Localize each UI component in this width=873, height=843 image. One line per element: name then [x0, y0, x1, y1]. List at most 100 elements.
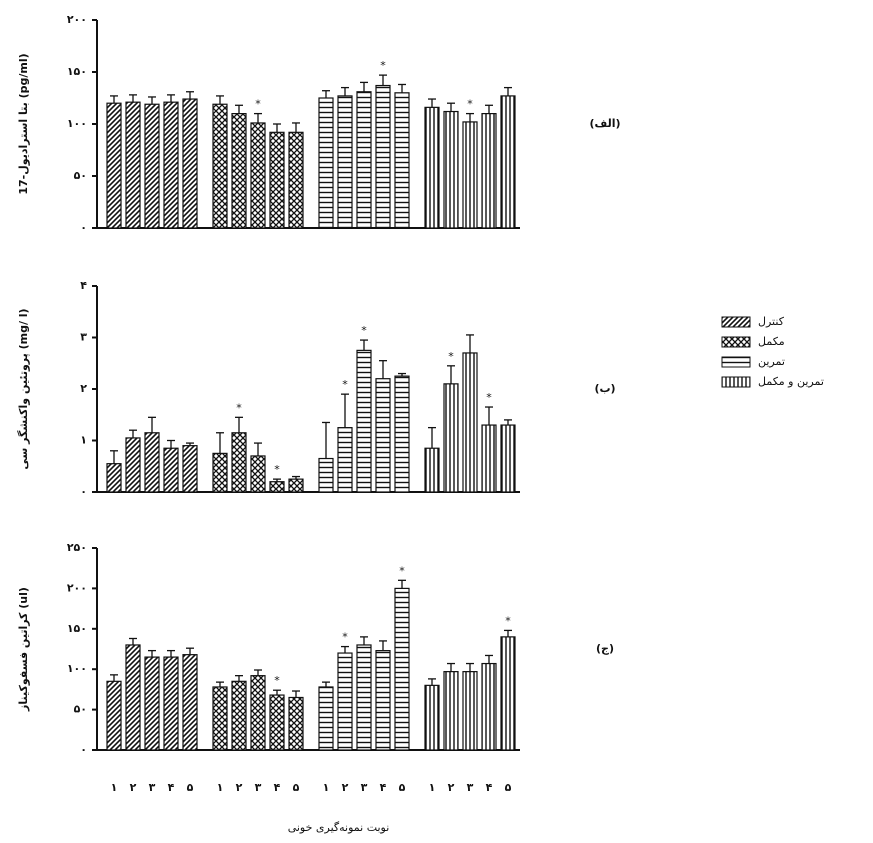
bar — [395, 376, 409, 492]
y-tick-label: ۱ — [80, 434, 87, 447]
x-tick-label: ۳ — [467, 781, 474, 794]
y-tick-label: ۱۵۰ — [67, 65, 87, 78]
bar — [482, 114, 496, 228]
bar — [145, 433, 159, 492]
x-tick-label: ۲ — [236, 781, 243, 794]
bar — [270, 482, 284, 492]
bar — [444, 112, 458, 228]
y-tick-label: ۵۰ — [74, 169, 87, 182]
legend-label: کنترل — [758, 315, 785, 328]
legend-swatch — [722, 377, 750, 387]
x-tick-label: ۳ — [255, 781, 262, 794]
bar — [251, 456, 265, 492]
legend-label: تمرین و مکمل — [758, 375, 824, 388]
bar — [183, 446, 197, 492]
x-tick-label: ۳ — [361, 781, 368, 794]
bar — [357, 350, 371, 492]
significance-star: * — [342, 631, 348, 644]
significance-star: * — [505, 614, 511, 627]
significance-star: * — [361, 324, 367, 337]
x-tick-label: ۲ — [130, 781, 137, 794]
bar — [501, 637, 515, 750]
panel-label: (الف) — [589, 117, 620, 130]
panel-label: (ج) — [596, 642, 614, 656]
bar — [376, 379, 390, 492]
x-tick-label: ۱ — [111, 781, 118, 794]
x-tick-label: ۲ — [448, 781, 455, 794]
legend-label: مکمل — [758, 335, 785, 348]
significance-star: * — [274, 674, 280, 687]
bar — [289, 697, 303, 750]
bar — [319, 459, 333, 492]
significance-star: * — [448, 350, 454, 363]
significance-star: * — [467, 98, 473, 111]
bar — [501, 425, 515, 492]
x-tick-label: ۵ — [399, 781, 406, 794]
figure: ۰۵۰۱۰۰۱۵۰۲۰۰17-بتا استرادیول (pg/ml)(الف… — [0, 0, 873, 843]
significance-star: * — [342, 378, 348, 391]
bar — [251, 123, 265, 228]
bar — [126, 645, 140, 750]
bar — [425, 107, 439, 228]
y-tick-label: ۲۵۰ — [67, 541, 87, 554]
bar — [444, 672, 458, 750]
y-tick-label: ۲۰۰ — [67, 13, 87, 26]
legend-swatch — [722, 357, 750, 367]
bar — [395, 93, 409, 228]
bar — [164, 102, 178, 228]
significance-star: * — [255, 98, 261, 111]
bar — [164, 448, 178, 492]
significance-star: * — [380, 59, 386, 72]
bar — [213, 453, 227, 492]
y-tick-label: ۰ — [80, 221, 87, 234]
bar — [319, 687, 333, 750]
x-tick-label: ۱ — [323, 781, 330, 794]
bar — [232, 681, 246, 750]
y-axis-label: کراتین فسفوکیناز (ul) — [17, 587, 30, 712]
bar — [463, 672, 477, 750]
x-tick-label: ۴ — [274, 781, 281, 794]
significance-star: * — [399, 564, 405, 577]
bar — [376, 651, 390, 750]
bar — [338, 653, 352, 750]
legend-swatch — [722, 317, 750, 327]
bar — [463, 353, 477, 492]
bar — [319, 98, 333, 228]
bar — [251, 676, 265, 750]
bar — [270, 695, 284, 750]
bar — [270, 132, 284, 228]
x-tick-label: ۴ — [486, 781, 493, 794]
bar — [482, 425, 496, 492]
bar — [232, 114, 246, 228]
y-tick-label: ۵۰ — [74, 703, 87, 716]
bar — [463, 122, 477, 228]
y-axis-label: پروتئین واکنشگر سی (mg/ l) — [17, 308, 30, 469]
bar — [107, 103, 121, 228]
x-axis-label: نوبت نمونه‌گیری خونی — [288, 821, 390, 834]
bar — [289, 479, 303, 492]
bar — [232, 433, 246, 492]
significance-star: * — [236, 401, 242, 414]
bar — [107, 464, 121, 492]
significance-star: * — [274, 463, 280, 476]
bar — [145, 657, 159, 750]
panel-label: (ب) — [594, 382, 615, 395]
y-axis-label: 17-بتا استرادیول (pg/ml) — [17, 53, 30, 194]
x-tick-label: ۵ — [187, 781, 194, 794]
bar — [482, 664, 496, 750]
bar — [501, 96, 515, 228]
bar — [107, 681, 121, 750]
x-tick-label: ۵ — [505, 781, 512, 794]
bar — [425, 685, 439, 750]
y-tick-label: ۰ — [80, 485, 87, 498]
x-tick-label: ۴ — [168, 781, 175, 794]
x-tick-label: ۲ — [342, 781, 349, 794]
y-tick-label: ۰ — [80, 743, 87, 756]
x-tick-label: ۳ — [149, 781, 156, 794]
y-tick-label: ۱۵۰ — [67, 622, 87, 635]
bar — [126, 102, 140, 228]
bar — [126, 438, 140, 492]
bar — [425, 448, 439, 492]
bar — [145, 104, 159, 228]
bar — [338, 428, 352, 492]
